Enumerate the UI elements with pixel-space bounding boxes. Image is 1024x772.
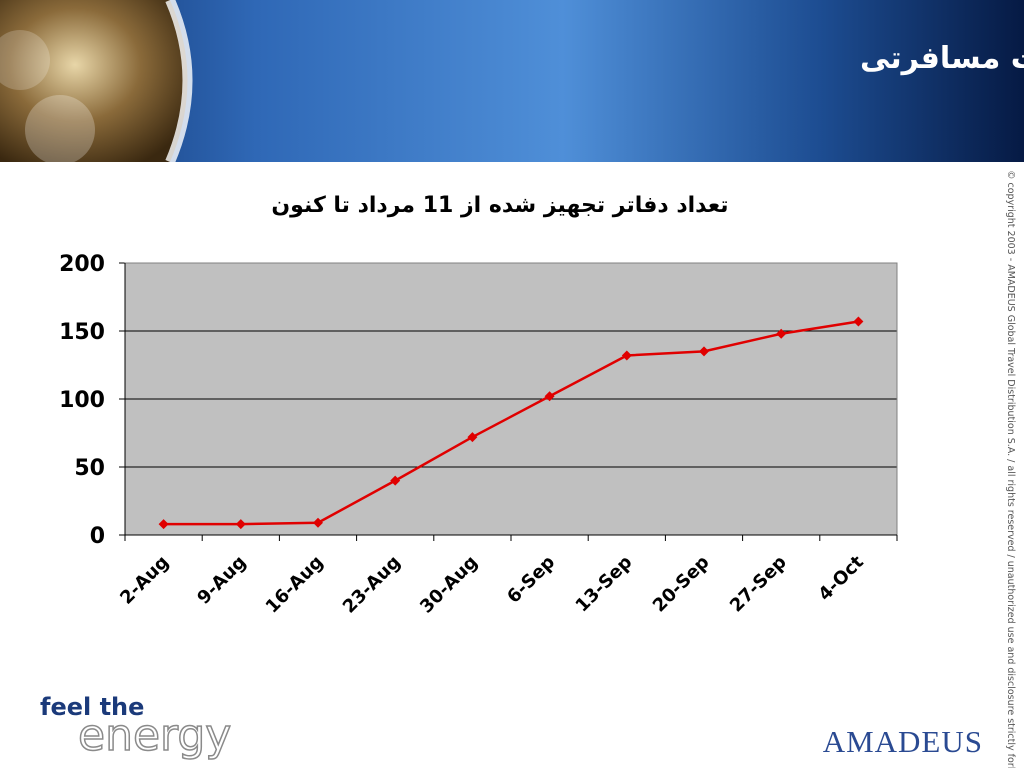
- data-point: [544, 391, 555, 402]
- tagline-top: feel the: [40, 693, 144, 721]
- chart-title: تعداد دفاتر تجهیز شده از 11 مرداد تا کنو…: [271, 193, 728, 218]
- data-point: [235, 519, 246, 530]
- data-point: [467, 432, 478, 443]
- y-tick-label: 150: [59, 320, 105, 345]
- y-tick-label: 50: [74, 456, 105, 481]
- data-point: [699, 346, 709, 357]
- data-point: [621, 350, 632, 361]
- tagline-bottom: energy: [78, 710, 231, 761]
- x-tick-label: 27-Sep: [726, 552, 791, 617]
- data-point: [390, 475, 401, 486]
- data-point: [158, 519, 169, 530]
- x-tick-label: 2-Aug: [116, 552, 173, 609]
- x-tick-label: 13-Sep: [572, 552, 637, 617]
- x-tick-label: 16-Aug: [262, 552, 328, 618]
- data-point: [313, 517, 323, 528]
- header-arc: [165, 0, 193, 164]
- chart: 0 50 100 150 200 2-Aug 9-Aug 16-Aug 23-Aug 30-Aug…: [59, 252, 898, 618]
- y-tick-label: 100: [59, 388, 105, 413]
- data-point: [776, 328, 787, 339]
- x-tick-label: 23-Aug: [339, 552, 405, 618]
- light-spot: [0, 30, 50, 90]
- brand-logo: amadeus: [823, 713, 983, 762]
- x-tick-label: 30-Aug: [416, 552, 482, 618]
- x-tick-label: 4-Oct: [814, 551, 868, 605]
- y-tick-label: 0: [90, 524, 105, 549]
- header-image: [0, 0, 188, 162]
- slide-title: تجهیز دفاتر خدمات مسافرتی: [860, 41, 1024, 76]
- copyright: © copyright 2003 - AMADEUS Global Travel…: [1005, 170, 1016, 768]
- x-tick-label: 9-Aug: [193, 552, 250, 609]
- y-tick-label: 200: [59, 252, 105, 277]
- data-line: [163, 320, 859, 526]
- x-tick-label: 20-Sep: [649, 552, 714, 617]
- x-tick-label: 6-Sep: [503, 552, 559, 608]
- light-spot: [25, 95, 95, 165]
- data-point: [853, 316, 864, 327]
